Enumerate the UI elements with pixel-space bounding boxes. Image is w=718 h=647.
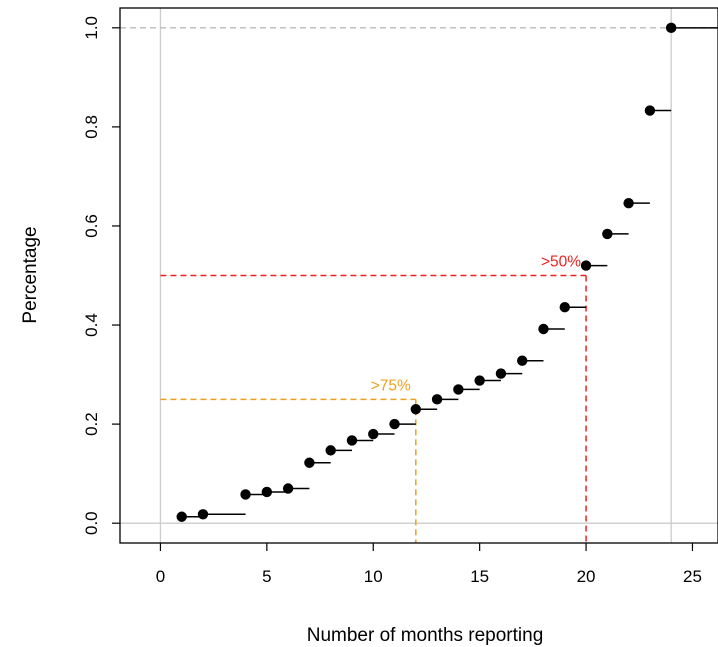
x-tick-label: 15 [470, 567, 489, 586]
data-point [389, 418, 400, 430]
x-axis-title: Number of months reporting [307, 625, 544, 646]
y-tick-label: 0.6 [82, 214, 101, 238]
data-point [495, 368, 507, 379]
x-tick-label: 5 [262, 567, 271, 586]
x-tick-label: 10 [364, 567, 383, 586]
y-tick-label: 1.0 [82, 16, 101, 40]
data-point [282, 483, 294, 494]
y-tick-label: 0.0 [82, 511, 101, 535]
data-point [474, 375, 485, 386]
plot-area: >75% >50% 0 5 10 15 20 25 0.0 0.2 0.4 0.6 0.8 1.0 [82, 7, 718, 586]
data-point [410, 404, 422, 415]
data-point [602, 228, 613, 240]
data-point [431, 394, 443, 405]
y-axis-title: Percentage [20, 226, 41, 323]
data-point [368, 428, 379, 440]
data-point [261, 486, 273, 498]
data-point [176, 511, 187, 522]
plot-box [119, 7, 718, 544]
data-point [304, 457, 315, 468]
data-point [559, 302, 570, 313]
x-tick-label: 25 [683, 567, 702, 586]
data-point [325, 445, 336, 456]
data-point [665, 22, 677, 34]
y-tick-label: 0.2 [82, 412, 101, 436]
x-tick-label: 0 [156, 567, 165, 586]
y-tick-label: 0.8 [82, 115, 101, 139]
data-point [346, 435, 358, 446]
data-point [517, 355, 528, 366]
data-point [644, 105, 656, 116]
data-point [197, 509, 209, 520]
data-point [240, 489, 251, 500]
annotation-label: >75% [371, 377, 411, 394]
plot-inner [120, 8, 718, 543]
data-point [453, 384, 464, 395]
data-point [623, 197, 634, 209]
data-point [580, 260, 592, 271]
annotation-label: >50% [541, 254, 581, 271]
data-point [538, 323, 549, 335]
y-tick-label: 0.4 [82, 313, 101, 337]
x-tick-label: 20 [577, 567, 596, 586]
